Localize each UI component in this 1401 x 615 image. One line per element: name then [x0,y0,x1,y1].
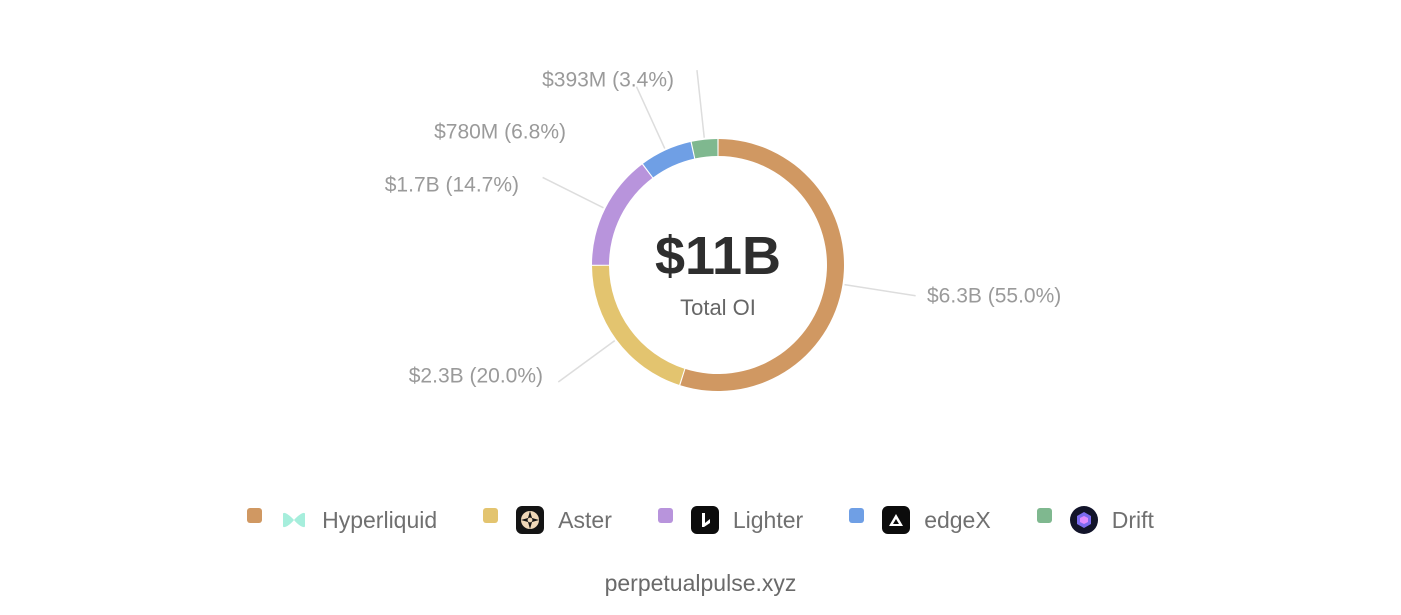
legend-label-hyperliquid: Hyperliquid [322,506,438,533]
footer-watermark: perpetualpulse.xyz [604,570,797,596]
legend-item-edgex[interactable]: edgeX [849,506,991,534]
legend: Hyperliquid Aster Lighter [0,498,1401,542]
slice-aster[interactable] [592,265,685,385]
donut-chart: $6.3B (55.0%) $2.3B (20.0%) $1.7B (14.7%) $… [385,69,1062,391]
slice-drift[interactable] [691,139,718,159]
legend-swatch-hyperliquid [247,507,263,523]
lighter-logo-icon [690,506,719,534]
legend-swatch-aster [483,507,499,523]
legend-label-edgex: edgeX [924,506,991,533]
slice-lighter[interactable] [592,164,653,265]
slice-label-edgex: $780M (6.8%) [434,121,566,144]
leader-line-edgex [635,86,666,149]
legend-swatch-edgex [849,507,865,523]
hyperliquid-logo-icon [280,506,308,534]
total-oi-value: $11B [655,226,781,286]
leader-line-drift [696,70,705,138]
slice-labels: $6.3B (55.0%) $2.3B (20.0%) $1.7B (14.7%) $… [385,69,1062,388]
legend-label-drift: Drift [1111,506,1154,533]
total-oi-label: Total OI [680,295,756,320]
aster-logo-icon [516,506,545,534]
legend-item-aster[interactable]: Aster [483,506,612,534]
slice-edgex[interactable] [642,142,695,178]
legend-swatch-drift [1036,507,1052,523]
slice-label-hyperliquid: $6.3B (55.0%) [927,285,1061,308]
legend-item-drift[interactable]: Drift [1036,506,1154,534]
legend-swatch-lighter [657,507,673,523]
drift-logo-icon [1069,506,1098,534]
leader-line-lighter [542,176,604,209]
edgex-logo-icon [882,506,911,534]
donut-slices [592,139,844,391]
legend-item-hyperliquid[interactable]: Hyperliquid [247,506,437,534]
leader-line-aster [557,340,616,383]
legend-item-lighter[interactable]: Lighter [657,506,804,534]
slice-label-aster: $2.3B (20.0%) [409,365,543,388]
legend-label-aster: Aster [558,506,612,533]
slice-label-lighter: $1.7B (14.7%) [385,174,519,197]
slice-label-drift: $393M (3.4%) [542,69,674,92]
leader-line-hyperliquid [844,283,916,297]
legend-label-lighter: Lighter [732,506,804,533]
leader-lines [542,70,916,383]
